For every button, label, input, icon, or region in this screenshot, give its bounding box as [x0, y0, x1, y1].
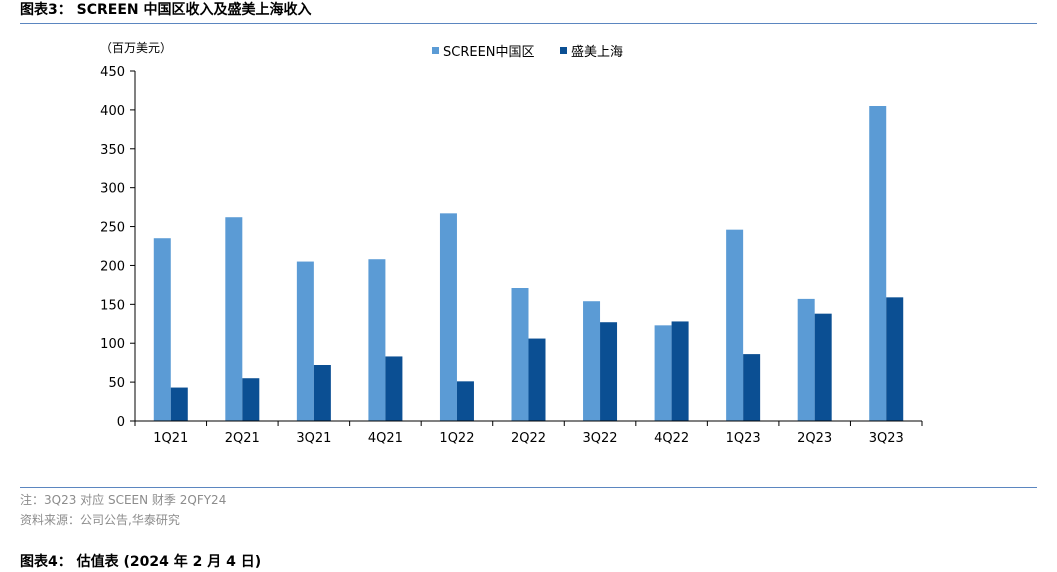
chart-legend: SCREEN中国区 盛美上海 — [432, 45, 623, 60]
bar-acm-shanghai — [743, 354, 761, 421]
x-tick-label: 3Q23 — [869, 431, 904, 446]
legend-label: SCREEN中国区 — [443, 45, 535, 60]
x-tick-label: 1Q21 — [153, 431, 188, 446]
top-divider — [20, 23, 1037, 24]
bar-acm-shanghai — [886, 297, 904, 421]
y-tick-label: 150 — [100, 298, 125, 313]
bar-acm-shanghai — [456, 381, 474, 421]
y-tick-label: 100 — [100, 337, 125, 352]
bar-screen-china — [797, 298, 815, 421]
bar-screen-china — [368, 259, 386, 421]
y-tick-label: 400 — [100, 104, 125, 119]
x-tick-label: 2Q23 — [797, 431, 832, 446]
y-tick-label: 300 — [100, 182, 125, 197]
bar-screen-china — [153, 238, 171, 421]
x-axis: 1Q21 2Q21 3Q21 4Q21 1Q22 2Q22 3Q22 4Q22 1Q23 2Q23… — [134, 420, 923, 446]
bar-chart: （百万美元） SCREEN中国区 盛美上海 0 50 100 150 200 250 300 3… — [100, 41, 923, 446]
bar-screen-china — [726, 229, 744, 421]
y-tick-label: 350 — [100, 143, 125, 158]
y-tick-label: 0 — [117, 415, 125, 430]
y-tick-label: 450 — [100, 65, 125, 80]
x-tick-label: 1Q22 — [439, 431, 474, 446]
next-figure-title: 图表4： 估值表 (2024 年 2 月 4 日) — [20, 554, 262, 570]
bar-screen-china — [654, 325, 672, 421]
y-axis-unit-label: （百万美元） — [100, 41, 172, 55]
x-tick-label: 4Q22 — [654, 431, 689, 446]
legend-swatch — [432, 47, 439, 54]
legend-label: 盛美上海 — [571, 45, 623, 60]
x-tick-label: 2Q21 — [225, 431, 260, 446]
x-tick-label: 4Q21 — [368, 431, 403, 446]
bar-acm-shanghai — [313, 365, 331, 421]
bar-screen-china — [583, 301, 601, 421]
bottom-divider — [20, 487, 1037, 488]
y-tick-label: 250 — [100, 221, 125, 236]
x-tick-label: 3Q22 — [583, 431, 618, 446]
source-note: 资料来源：公司公告,华泰研究 — [20, 513, 180, 527]
bar-acm-shanghai — [170, 387, 188, 421]
bar-acm-shanghai — [528, 338, 546, 421]
legend-swatch — [560, 47, 567, 54]
x-tick-label: 2Q22 — [511, 431, 546, 446]
bar-series — [153, 106, 904, 421]
y-tick-label: 200 — [100, 259, 125, 274]
figure-title: 图表3： SCREEN 中国区收入及盛美上海收入 — [20, 2, 312, 18]
bar-screen-china — [225, 217, 243, 421]
bar-screen-china — [869, 106, 887, 421]
bar-acm-shanghai — [671, 321, 689, 421]
x-tick-label: 3Q21 — [296, 431, 331, 446]
bar-acm-shanghai — [814, 313, 832, 421]
bar-screen-china — [511, 288, 529, 421]
bar-acm-shanghai — [242, 378, 260, 421]
bar-screen-china — [439, 213, 457, 421]
footnote: 注：3Q23 对应 SCEEN 财季 2QFY24 — [20, 493, 227, 507]
bar-acm-shanghai — [385, 356, 403, 421]
x-tick-label: 1Q23 — [726, 431, 761, 446]
y-axis: 0 50 100 150 200 250 300 350 400 450 — [100, 65, 136, 430]
bar-screen-china — [296, 261, 314, 421]
y-tick-label: 50 — [108, 376, 125, 391]
bar-acm-shanghai — [600, 322, 618, 421]
